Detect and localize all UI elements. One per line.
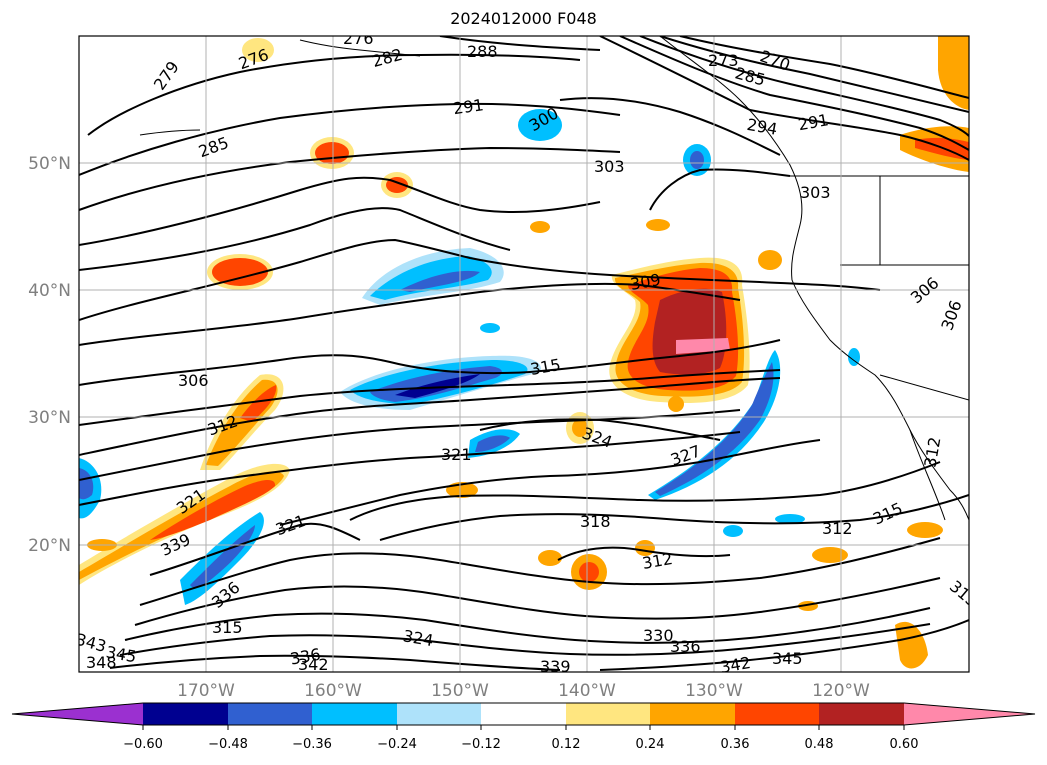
colorbar-tick-labels: −0.60 −0.48 −0.36 −0.24 −0.12 0.12 0.24 …: [123, 737, 918, 752]
contour-label: 273: [708, 51, 739, 70]
map-title: 2024012000 F048: [450, 9, 597, 28]
colorbar-segment: [566, 703, 650, 725]
colorbar-segment: [481, 703, 566, 725]
contour-label: 321: [441, 445, 472, 464]
contour-label: 303: [800, 183, 831, 202]
colorbar-tick-label: −0.24: [377, 737, 417, 752]
colorbar-tick-label: −0.36: [292, 737, 332, 752]
contour-label: 288: [467, 42, 498, 61]
contour-label: 342: [719, 653, 752, 677]
contour-label: 342: [298, 655, 329, 674]
colorbar-segment: [228, 703, 312, 725]
colorbar-ticks: [142, 725, 905, 730]
contour-layer: [79, 36, 969, 671]
colorbar-tick-label: 0.36: [721, 737, 750, 752]
colorbar: −0.60 −0.48 −0.36 −0.24 −0.12 0.12 0.24 …: [11, 702, 1036, 752]
colorbar-left-extend: [12, 703, 143, 725]
colorbar-tick-label: 0.24: [636, 737, 665, 752]
contour-label: 291: [452, 95, 485, 118]
longitude-labels: 170°W 160°W 150°W 140°W 130°W 120°W: [177, 681, 870, 701]
lon-label-160w: 160°W: [304, 681, 362, 701]
contour-label: 336: [670, 637, 701, 656]
contour-label: 303: [594, 157, 625, 176]
colorbar-tick-label: −0.48: [208, 737, 248, 752]
contour-label: 276: [343, 29, 374, 48]
contour-label: 339: [540, 657, 571, 676]
colorbar-tick-label: 0.60: [890, 737, 919, 752]
contour-label: 315: [212, 618, 243, 637]
coastline-layer: [139, 36, 969, 521]
colorbar-segment: [819, 703, 904, 725]
lat-label-50n: 50°N: [28, 154, 71, 174]
contour-label: 306: [178, 371, 209, 390]
lon-label-130w: 130°W: [685, 681, 743, 701]
lon-label-140w: 140°W: [558, 681, 616, 701]
colorbar-segment: [143, 703, 228, 725]
colorbar-tick-label: 0.12: [552, 737, 581, 752]
latitude-labels: 50°N 40°N 30°N 20°N: [28, 154, 71, 556]
lon-label-150w: 150°W: [431, 681, 489, 701]
lon-label-170w: 170°W: [177, 681, 235, 701]
colorbar-segment: [735, 703, 819, 725]
lat-label-20n: 20°N: [28, 536, 71, 556]
graticule: [79, 36, 969, 672]
colorbar-tick-label: −0.60: [123, 737, 163, 752]
colorbar-right-extend: [904, 703, 1035, 725]
colorbar-segment: [650, 703, 735, 725]
contour-label: 345: [772, 649, 803, 668]
lat-label-30n: 30°N: [28, 408, 71, 428]
colorbar-tick-label: 0.48: [805, 737, 834, 752]
contour-label: 318: [580, 512, 611, 531]
lat-label-40n: 40°N: [28, 281, 71, 301]
contour-label: 330: [643, 626, 674, 645]
colorbar-tick-label: −0.12: [461, 737, 501, 752]
contour-label: 312: [822, 519, 853, 538]
lon-label-120w: 120°W: [812, 681, 870, 701]
colorbar-segment: [312, 703, 397, 725]
contour-label: 348: [86, 653, 117, 672]
map-frame: [78, 35, 970, 673]
colorbar-segment: [397, 703, 481, 725]
